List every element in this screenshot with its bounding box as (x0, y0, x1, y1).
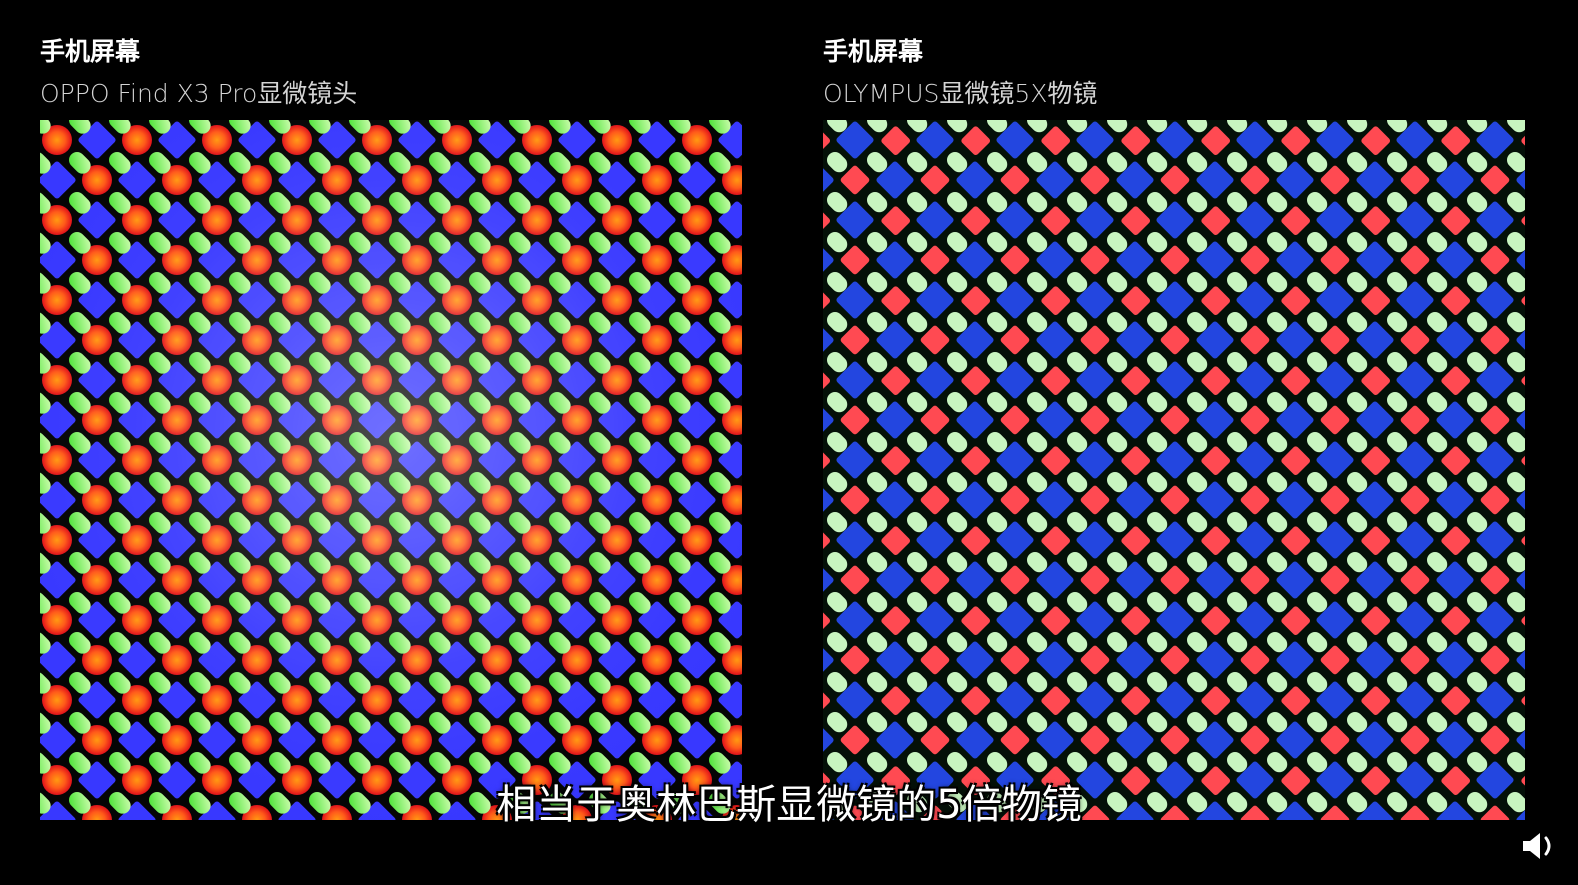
oppo-microscope-image (40, 120, 742, 820)
video-caption: 相当于奥林巴斯显微镜的5倍物镜 (496, 782, 1082, 828)
left-subtitle: OPPO Find X3 Pro显微镜头 (40, 79, 358, 108)
olympus-microscope-image (823, 120, 1525, 820)
volume-icon[interactable] (1520, 830, 1560, 862)
right-title: 手机屏幕 (823, 37, 924, 66)
left-title: 手机屏幕 (40, 37, 141, 66)
right-subtitle: OLYMPUS显微镜5X物镜 (823, 79, 1098, 108)
